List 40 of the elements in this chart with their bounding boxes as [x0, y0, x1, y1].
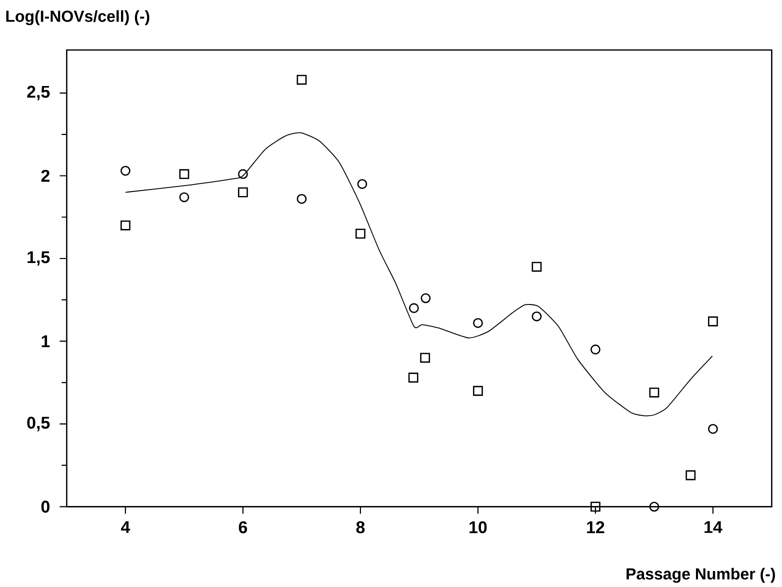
x-tick-label: 8: [356, 521, 365, 534]
point: [590, 502, 600, 512]
line-series: [125, 132, 713, 416]
point: [238, 169, 248, 180]
point: [420, 352, 430, 363]
y-axis-title: Log(I-NOVs/cell) (-): [6, 10, 150, 26]
point: [708, 424, 718, 434]
x-tick-label: 10: [470, 521, 487, 534]
x-axis-title: Passage Number (-): [626, 568, 775, 583]
y-tick-label: 2,5: [27, 86, 50, 100]
point: [473, 386, 483, 396]
point: [708, 316, 718, 326]
point: [356, 228, 366, 239]
point: [120, 166, 130, 176]
point: [649, 502, 660, 512]
y-tick-label: 1,5: [28, 251, 50, 266]
y-tick-label: 1: [42, 335, 50, 348]
point: [686, 470, 696, 480]
point: [532, 311, 542, 322]
point: [408, 372, 418, 383]
y-tick-label: 0: [41, 500, 50, 513]
point: [296, 194, 307, 204]
point: [420, 293, 431, 304]
point: [590, 344, 600, 354]
point: [238, 187, 248, 198]
point: [120, 220, 130, 230]
point: [408, 303, 419, 314]
point: [649, 388, 660, 398]
y-tick-label: 0,5: [27, 416, 50, 432]
x-tick-label: 6: [238, 521, 248, 534]
x-tick-label: 4: [120, 521, 130, 533]
x-tick-label: 14: [704, 521, 722, 533]
point: [179, 192, 190, 202]
point: [179, 169, 190, 180]
point: [473, 318, 483, 328]
x-tick-label: 12: [587, 521, 604, 534]
point: [532, 262, 542, 272]
point: [296, 74, 307, 85]
y-tick-label: 2: [41, 170, 50, 182]
point: [357, 179, 368, 189]
